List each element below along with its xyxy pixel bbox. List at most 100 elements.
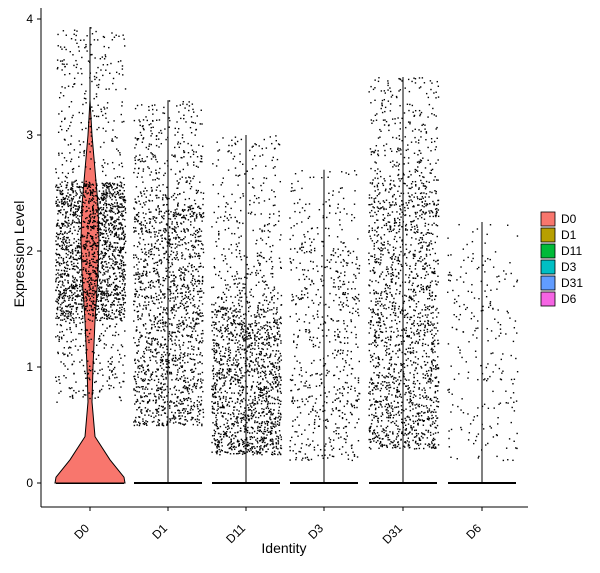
data-point-D1 (147, 421, 148, 422)
data-point-D1 (153, 297, 154, 298)
data-point-D0 (92, 189, 93, 190)
data-point-D0 (100, 240, 101, 241)
data-point-D11 (230, 307, 231, 308)
data-point-D1 (160, 306, 161, 307)
data-point-D1 (134, 217, 135, 218)
data-point-D11 (249, 371, 250, 372)
data-point-D1 (135, 278, 136, 279)
data-point-D0 (106, 290, 107, 291)
data-point-D0 (122, 193, 123, 194)
data-point-D11 (253, 230, 254, 231)
data-point-D0 (92, 309, 93, 310)
data-point-D0 (109, 242, 110, 243)
data-point-D0 (120, 247, 121, 248)
data-point-D1 (174, 156, 175, 157)
data-point-D0 (103, 272, 104, 273)
data-point-D1 (163, 389, 164, 390)
data-point-D11 (264, 288, 265, 289)
data-point-D0 (107, 271, 108, 272)
data-point-D0 (79, 258, 80, 259)
data-point-D0 (125, 264, 126, 265)
data-point-D0 (73, 313, 74, 314)
data-point-D0 (73, 214, 74, 215)
data-point-D1 (140, 378, 141, 379)
data-point-D0 (56, 402, 57, 403)
data-point-D0 (114, 297, 115, 298)
data-point-D11 (215, 324, 216, 325)
data-point-D0 (87, 281, 88, 282)
data-point-D0 (102, 305, 103, 306)
data-point-D0 (75, 212, 76, 213)
data-point-D1 (195, 322, 196, 323)
data-point-D1 (159, 405, 160, 406)
data-point-D1 (164, 253, 165, 254)
data-point-D0 (75, 299, 76, 300)
data-point-D11 (241, 326, 242, 327)
data-point-D0 (97, 222, 98, 223)
data-point-D11 (240, 354, 241, 355)
data-point-D11 (272, 403, 273, 404)
data-point-D0 (94, 217, 95, 218)
data-point-D11 (222, 137, 223, 138)
data-point-D1 (158, 390, 159, 391)
data-point-D1 (145, 266, 146, 267)
data-point-D11 (278, 350, 279, 351)
data-point-D1 (144, 380, 145, 381)
data-point-D11 (258, 202, 259, 203)
data-point-D0 (109, 73, 110, 74)
data-point-D1 (152, 109, 153, 110)
data-point-D1 (135, 227, 136, 228)
data-point-D0 (103, 240, 104, 241)
data-point-D0 (69, 73, 70, 74)
data-point-D1 (185, 248, 186, 249)
data-point-D11 (274, 205, 275, 206)
data-point-D1 (187, 405, 188, 406)
data-point-D1 (200, 378, 201, 379)
data-point-D11 (258, 262, 259, 263)
data-point-D0 (58, 237, 59, 238)
data-point-D1 (135, 381, 136, 382)
data-point-D1 (167, 199, 168, 200)
data-point-D1 (198, 347, 199, 348)
data-point-D11 (236, 375, 237, 376)
data-point-D0 (115, 326, 116, 327)
data-point-D1 (178, 259, 179, 260)
data-point-D0 (97, 105, 98, 106)
data-point-D0 (71, 202, 72, 203)
data-point-D11 (273, 409, 274, 410)
data-point-D1 (186, 398, 187, 399)
data-point-D0 (110, 205, 111, 206)
data-point-D11 (267, 449, 268, 450)
data-point-D0 (122, 166, 123, 167)
data-point-D1 (183, 141, 184, 142)
data-point-D0 (65, 241, 66, 242)
data-point-D0 (100, 232, 101, 233)
data-point-D1 (172, 221, 173, 222)
data-point-D1 (194, 256, 195, 257)
data-point-D1 (198, 314, 199, 315)
data-point-D0 (96, 345, 97, 346)
data-point-D1 (173, 309, 174, 310)
data-point-D0 (90, 211, 91, 212)
data-point-D11 (235, 447, 236, 448)
data-point-D1 (182, 360, 183, 361)
data-point-D11 (245, 313, 246, 314)
data-point-D0 (120, 319, 121, 320)
data-point-D0 (109, 244, 110, 245)
data-point-D11 (221, 449, 222, 450)
data-point-D11 (213, 287, 214, 288)
data-point-D0 (93, 205, 94, 206)
data-point-D11 (227, 361, 228, 362)
data-point-D0 (83, 39, 84, 40)
data-point-D1 (170, 420, 171, 421)
data-point-D1 (193, 233, 194, 234)
data-point-D1 (188, 249, 189, 250)
data-point-D1 (184, 385, 185, 386)
data-point-D1 (162, 360, 163, 361)
data-point-D0 (93, 363, 94, 364)
data-point-D1 (198, 206, 199, 207)
data-point-D1 (187, 387, 188, 388)
data-point-D1 (203, 198, 204, 199)
data-point-D1 (196, 421, 197, 422)
data-point-D1 (143, 239, 144, 240)
